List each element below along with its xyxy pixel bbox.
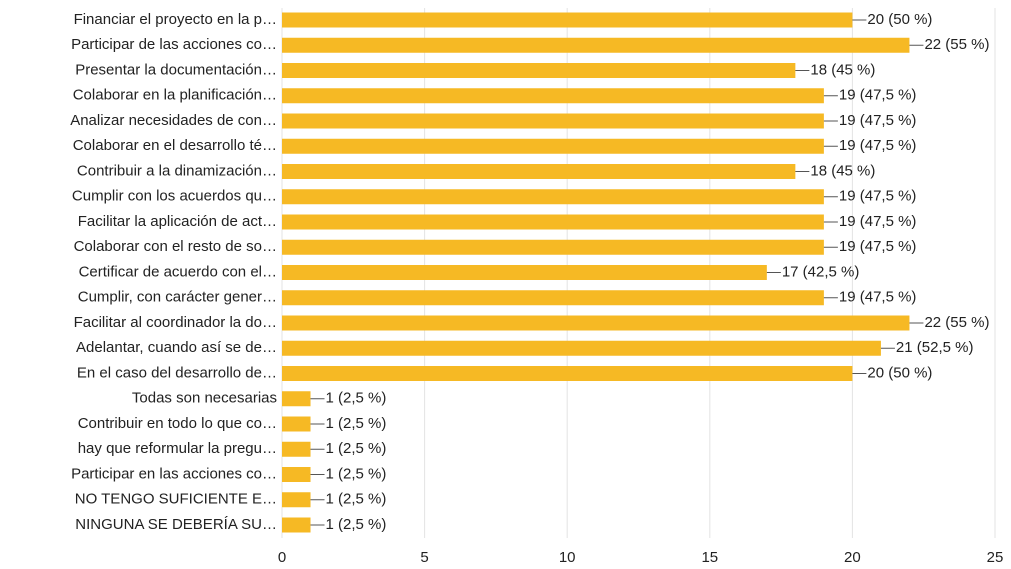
y-tick-label: Adelantar, cuando así se de… — [76, 339, 277, 356]
y-tick-label: Participar de las acciones co… — [71, 36, 277, 53]
y-tick-label: Participar en las acciones co… — [71, 465, 277, 482]
bar — [282, 492, 311, 508]
data-label: 21 (52,5 %) — [896, 339, 974, 356]
bar — [282, 12, 853, 28]
y-tick-label: NO TENGO SUFICIENTE E… — [75, 491, 277, 508]
y-tick-label: Financiar el proyecto en la p… — [74, 11, 277, 28]
data-label: 22 (55 %) — [924, 36, 989, 53]
bar — [282, 88, 824, 104]
y-tick-label: Cumplir, con carácter gener… — [78, 289, 277, 306]
bar — [282, 265, 767, 280]
bar — [282, 315, 910, 331]
data-label: 19 (47,5 %) — [839, 238, 917, 255]
data-label: 1 (2,5 %) — [326, 465, 387, 482]
x-tick-label: 20 — [844, 549, 861, 566]
data-label: 1 (2,5 %) — [326, 415, 387, 432]
y-tick-label: En el caso del desarrollo de… — [77, 364, 277, 381]
data-label: 19 (47,5 %) — [839, 87, 917, 104]
y-tick-label: Facilitar la aplicación de act… — [78, 213, 277, 230]
y-tick-label: Cumplir con los acuerdos qu… — [72, 188, 277, 205]
bar — [282, 467, 311, 482]
y-tick-label: NINGUNA SE DEBERÍA SU… — [75, 516, 277, 533]
bar — [282, 164, 796, 179]
bar — [282, 340, 881, 356]
data-label: 19 (47,5 %) — [839, 213, 917, 230]
y-tick-label: Certificar de acuerdo con el… — [79, 263, 277, 280]
y-tick-label: hay que reformular la pregu… — [78, 440, 277, 457]
data-label: 18 (45 %) — [810, 162, 875, 179]
bar — [282, 441, 311, 457]
bar — [282, 214, 824, 230]
data-label: 1 (2,5 %) — [326, 440, 387, 457]
bar — [282, 239, 824, 255]
bar — [282, 290, 824, 306]
bar — [282, 63, 796, 78]
data-label: 20 (50 %) — [867, 11, 932, 28]
y-tick-label: Colaborar con el resto de so… — [74, 238, 277, 255]
bar — [282, 113, 824, 129]
data-label: 19 (47,5 %) — [839, 188, 917, 205]
data-label: 19 (47,5 %) — [839, 112, 917, 129]
y-tick-label: Analizar necesidades de con… — [70, 112, 277, 129]
bar — [282, 37, 910, 53]
bar — [282, 189, 824, 205]
data-label: 17 (42,5 %) — [782, 263, 860, 280]
data-label: 19 (47,5 %) — [839, 137, 917, 154]
data-label: 1 (2,5 %) — [326, 491, 387, 508]
y-tick-label: Colaborar en el desarrollo té… — [73, 137, 277, 154]
bar — [282, 391, 311, 407]
x-tick-label: 25 — [987, 549, 1004, 566]
data-label: 1 (2,5 %) — [326, 390, 387, 407]
y-tick-label: Contribuir a la dinamización… — [77, 162, 277, 179]
y-tick-label: Presentar la documentación… — [75, 61, 277, 78]
bar — [282, 416, 311, 432]
y-tick-label: Todas son necesarias — [132, 390, 277, 407]
data-label: 1 (2,5 %) — [326, 516, 387, 533]
bar — [282, 517, 311, 533]
x-tick-label: 15 — [701, 549, 718, 566]
data-label: 20 (50 %) — [867, 364, 932, 381]
x-tick-label: 10 — [559, 549, 576, 566]
y-tick-label: Colaborar en la planificación… — [73, 87, 277, 104]
y-tick-label: Contribuir en todo lo que co… — [78, 415, 277, 432]
bar — [282, 366, 853, 381]
data-label: 18 (45 %) — [810, 61, 875, 78]
data-label: 19 (47,5 %) — [839, 289, 917, 306]
data-label: 22 (55 %) — [924, 314, 989, 331]
bar — [282, 138, 824, 154]
x-tick-label: 5 — [420, 549, 428, 566]
y-tick-label: Facilitar al coordinador la do… — [74, 314, 277, 331]
x-tick-label: 0 — [278, 549, 286, 566]
